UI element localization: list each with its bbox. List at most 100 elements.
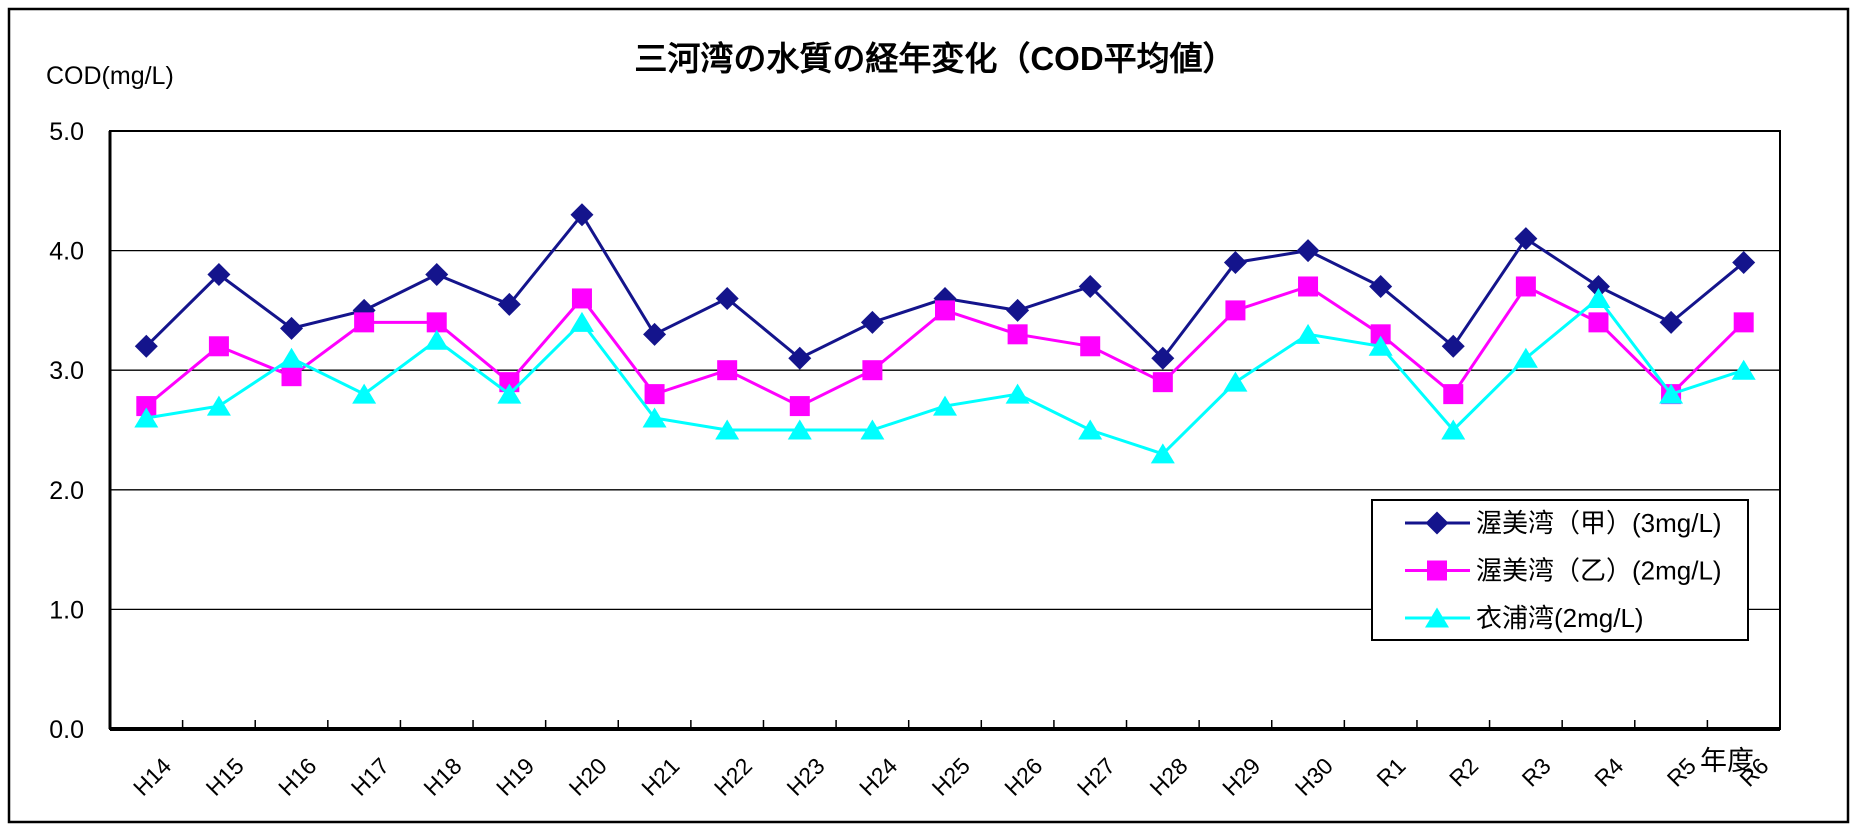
x-tick-label: H14: [128, 752, 176, 800]
legend-entry-1: 渥美湾（甲）(3mg/L): [1405, 508, 1722, 538]
series-1-diamond-marker: [643, 322, 667, 346]
series-2-square-marker: [1733, 312, 1754, 333]
x-tick-label: H29: [1217, 753, 1265, 801]
series-3-triangle-marker: [1731, 359, 1756, 380]
series-3-triangle-marker: [1441, 419, 1466, 440]
y-tick-label: 5.0: [49, 118, 84, 146]
series-1-diamond-marker: [1586, 274, 1610, 298]
series-2-square-marker: [1588, 312, 1609, 333]
x-tick-label: H18: [418, 753, 466, 801]
legend-entry-2: 渥美湾（乙）(2mg/L): [1405, 556, 1722, 586]
legend-diamond-marker: [1425, 511, 1449, 535]
series-2-square-marker: [1443, 384, 1464, 405]
series-1-diamond-marker: [788, 346, 812, 370]
series-1-diamond-marker: [860, 310, 884, 334]
series-2-square-marker: [1515, 276, 1536, 297]
series-3-triangle-marker: [1368, 335, 1393, 356]
legend-label: 渥美湾（甲）(3mg/L): [1476, 508, 1722, 538]
series-3-triangle-marker: [206, 395, 231, 416]
series-2-square-marker: [571, 288, 592, 309]
series-1-diamond-marker: [1006, 298, 1030, 322]
series-3-triangle-marker: [497, 383, 522, 404]
series-2-square-marker: [935, 300, 955, 321]
series-1: [134, 203, 1756, 370]
series-2-square-marker: [1152, 372, 1173, 393]
y-tick-label: 1.0: [49, 596, 84, 624]
series-2-square-marker: [862, 360, 883, 381]
chart-title: 三河湾の水質の経年変化（COD平均値）: [634, 40, 1235, 77]
series-3-triangle-marker: [424, 329, 449, 350]
series-2-square-marker: [717, 360, 738, 381]
series-1-diamond-marker: [1151, 346, 1175, 370]
series-2-square-marker: [281, 366, 302, 387]
series-2-square-marker: [426, 312, 447, 333]
series-1-diamond-marker: [1659, 310, 1683, 334]
series-2-square-marker: [1007, 324, 1028, 345]
series-1-diamond-marker: [570, 203, 594, 227]
x-tick-label: R4: [1589, 752, 1628, 791]
series-2-square-marker: [644, 384, 665, 405]
series-2-square-marker: [789, 396, 810, 417]
series-1-diamond-marker: [1441, 334, 1465, 358]
x-tick-label: H16: [273, 753, 321, 801]
x-tick-label: R5: [1662, 753, 1701, 792]
x-tick-label: R2: [1444, 753, 1483, 792]
series-3-triangle-marker: [860, 419, 885, 440]
series-2-square-marker: [1080, 336, 1101, 357]
series-3-triangle-marker: [569, 311, 594, 332]
series-3-triangle-marker: [787, 419, 812, 440]
series-1-diamond-marker: [497, 292, 521, 316]
series-3-triangle-marker: [1005, 383, 1030, 404]
legend-triangle-marker: [1425, 607, 1449, 628]
x-tick-label: R3: [1517, 753, 1556, 792]
series-2-square-marker: [1298, 276, 1319, 297]
x-tick-label: H28: [1145, 753, 1193, 801]
series-3-triangle-marker: [1296, 323, 1321, 344]
series-3-triangle-marker: [1223, 371, 1248, 392]
series-3-triangle-marker: [933, 395, 957, 416]
legend-label: 渥美湾（乙）(2mg/L): [1476, 556, 1722, 586]
series-1-diamond-marker: [280, 316, 304, 340]
y-tick-labels: 0.0 1.0 2.0 3.0 4.0 5.0: [49, 118, 84, 744]
series-2: [136, 276, 1754, 417]
x-tick-label: H20: [564, 753, 612, 801]
x-axis-unit-label: 年度: [1700, 746, 1754, 776]
series-3-triangle-marker: [279, 347, 304, 368]
x-axis-ticks: [181, 720, 1709, 729]
series-1-diamond-marker: [715, 286, 739, 310]
series-3-triangle-marker: [1659, 383, 1684, 404]
x-tick-label: H19: [491, 753, 539, 801]
x-tick-label: H21: [636, 753, 684, 801]
y-tick-label: 3.0: [49, 357, 84, 385]
series-3-triangle-marker: [642, 407, 667, 428]
x-tick-labels: H14 H15 H16 H17 H18 H19 H20 H21 H22 H23 H24 H25 H26 H…: [128, 752, 1774, 800]
x-tick-label: H27: [1072, 753, 1120, 801]
x-tick-label: H22: [709, 753, 757, 801]
series-1-diamond-marker: [207, 263, 231, 287]
y-axis-unit-label: COD(mg/L): [46, 62, 174, 90]
x-tick-label: H17: [346, 753, 394, 801]
series-3-triangle-marker: [134, 407, 159, 428]
legend-label: 衣浦湾(2mg/L): [1476, 603, 1644, 633]
series-2-square-marker: [136, 396, 157, 417]
series-2-square-marker: [208, 336, 229, 357]
x-tick-label: H15: [201, 753, 249, 801]
x-tick-label: H26: [999, 753, 1047, 801]
figure-border: [7, 7, 1850, 824]
series-2-square-marker: [1225, 300, 1246, 321]
series-3-triangle-marker: [1513, 347, 1538, 368]
x-tick-label: H30: [1290, 753, 1338, 801]
series-3-triangle-marker: [1150, 443, 1175, 464]
series-3-triangle-marker: [1078, 419, 1103, 440]
series-3: [134, 287, 1756, 464]
y-tick-label: 2.0: [49, 477, 84, 505]
series-3-triangle-marker: [352, 383, 377, 404]
series-1-diamond-marker: [1078, 274, 1102, 298]
legend-entry-3: 衣浦湾(2mg/L): [1405, 603, 1644, 633]
series-1-diamond-marker: [1369, 274, 1393, 298]
series-2-square-marker: [354, 312, 375, 333]
x-tick-label: H25: [927, 753, 975, 801]
legend-square-marker: [1427, 560, 1447, 581]
